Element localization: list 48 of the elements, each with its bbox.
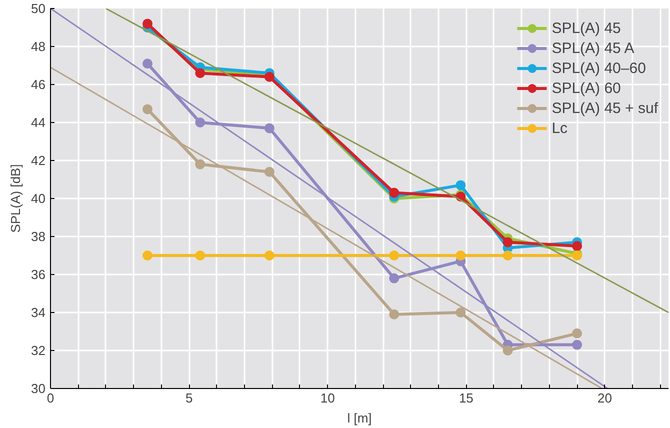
x-tick-label: 10 [320,390,335,406]
y-tick-label: 50 [31,1,46,16]
point [502,250,513,260]
point [195,250,206,260]
x-tick-label: 20 [598,390,612,406]
point [456,180,466,190]
y-tick-label: 40 [31,191,46,206]
point [142,250,152,260]
point [264,123,274,134]
point [389,250,400,260]
x-tick-label: 5 [185,390,193,406]
point [195,118,206,128]
legend-label: Lc [552,120,569,136]
point [572,340,582,350]
point [389,188,400,198]
point [264,166,274,177]
point [142,104,152,114]
legend-label: SPL(A) 60 [552,80,621,96]
point [389,273,400,284]
point [142,18,152,29]
point [195,68,206,78]
point [502,237,513,248]
point [572,241,582,251]
point [264,250,274,260]
y-tick-label: 36 [31,267,46,282]
y-tick-label: 30 [31,381,46,396]
point [389,309,400,320]
y-tick-label: 38 [31,229,46,244]
y-tick-label: 32 [31,343,46,358]
legend-label: SPL(A) 45 [552,20,621,36]
point [195,159,206,170]
y-axis-title: SPL(A) [dB] [8,164,24,233]
point [456,250,466,260]
y-tick-label: 34 [31,305,46,320]
point [142,58,152,69]
legend-label: SPL(A) 40–60 [552,60,646,76]
y-tick-label: 48 [31,39,46,54]
x-axis-title: l [m] [347,410,372,426]
y-tick-label: 46 [31,77,46,92]
legend-label: SPL(A) 45 A [552,40,634,56]
point [502,346,513,356]
y-tick-label: 42 [31,153,46,168]
x-tick-label: 0 [46,390,54,406]
legend-label: SPL(A) 45 + suf [552,100,658,116]
x-tick-label: 15 [458,390,474,406]
point [572,328,582,338]
point [456,308,466,318]
y-tick-label: 44 [31,115,46,130]
